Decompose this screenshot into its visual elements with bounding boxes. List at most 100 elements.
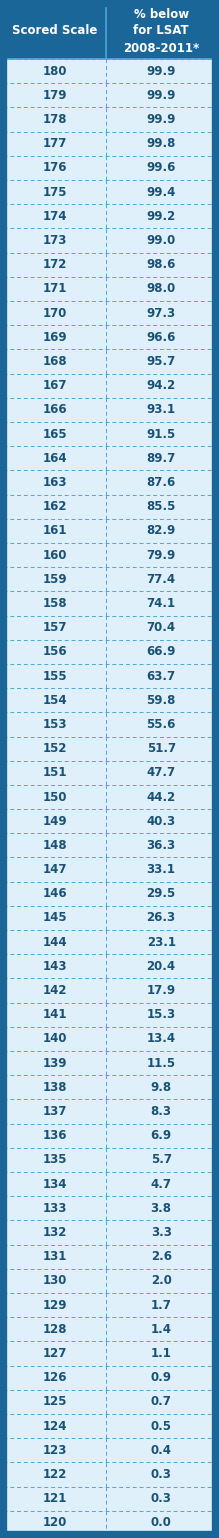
Bar	[3, 712, 216, 737]
Text: 166: 166	[42, 403, 67, 417]
Text: 63.7: 63.7	[147, 669, 176, 683]
Bar	[3, 858, 216, 881]
Text: 144: 144	[42, 935, 67, 949]
Bar	[3, 495, 216, 518]
Text: 47.7: 47.7	[147, 766, 176, 780]
Text: 99.9: 99.9	[147, 89, 176, 102]
Bar	[3, 518, 216, 543]
Text: 15.3: 15.3	[147, 1009, 176, 1021]
Bar	[3, 205, 216, 228]
Bar	[3, 132, 216, 155]
Text: 79.9: 79.9	[147, 549, 176, 561]
Text: 147: 147	[42, 863, 67, 877]
Text: 66.9: 66.9	[147, 646, 176, 658]
Text: 169: 169	[42, 331, 67, 345]
Bar	[3, 1317, 216, 1341]
Text: 138: 138	[42, 1081, 67, 1094]
Bar	[3, 809, 216, 834]
Text: 161: 161	[42, 524, 67, 537]
Text: 176: 176	[42, 161, 67, 174]
Text: 44.2: 44.2	[147, 791, 176, 803]
Text: 85.5: 85.5	[147, 500, 176, 514]
Text: 149: 149	[42, 815, 67, 827]
Bar	[3, 325, 216, 349]
Text: 3.3: 3.3	[151, 1226, 172, 1240]
Bar	[3, 1269, 216, 1293]
Bar	[3, 1100, 216, 1124]
Text: 136: 136	[42, 1129, 67, 1143]
Bar	[3, 687, 216, 712]
Text: 40.3: 40.3	[147, 815, 176, 827]
Text: 146: 146	[42, 887, 67, 900]
Bar	[3, 471, 216, 495]
Bar	[3, 58, 216, 83]
Text: 0.7: 0.7	[151, 1395, 172, 1409]
Text: 96.6: 96.6	[147, 331, 176, 345]
Text: 148: 148	[42, 838, 67, 852]
Text: 6.9: 6.9	[151, 1129, 172, 1143]
Text: 158: 158	[42, 597, 67, 611]
Text: 82.9: 82.9	[147, 524, 176, 537]
Text: 99.4: 99.4	[147, 186, 176, 198]
Bar	[3, 640, 216, 664]
Text: 1.7: 1.7	[151, 1298, 172, 1312]
Text: 99.6: 99.6	[147, 161, 176, 174]
Bar	[3, 1027, 216, 1050]
Bar	[3, 1197, 216, 1221]
Text: 137: 137	[42, 1106, 67, 1118]
Bar	[3, 1124, 216, 1147]
Text: 151: 151	[42, 766, 67, 780]
Text: 2.6: 2.6	[151, 1250, 172, 1263]
Bar	[3, 155, 216, 180]
Bar	[3, 277, 216, 301]
Bar	[3, 1510, 216, 1535]
Bar	[3, 1221, 216, 1244]
Text: 122: 122	[42, 1467, 67, 1481]
Text: 164: 164	[42, 452, 67, 464]
Text: 89.7: 89.7	[147, 452, 176, 464]
Text: 175: 175	[42, 186, 67, 198]
Text: 2.0: 2.0	[151, 1275, 172, 1287]
Text: 93.1: 93.1	[147, 403, 176, 417]
Bar	[3, 978, 216, 1003]
Text: 121: 121	[42, 1492, 67, 1506]
Text: 174: 174	[42, 209, 67, 223]
Text: 98.0: 98.0	[147, 283, 176, 295]
Bar	[3, 784, 216, 809]
Text: % below
for LSAT
2008-2011*: % below for LSAT 2008-2011*	[123, 8, 199, 54]
Text: 98.6: 98.6	[147, 258, 176, 271]
Text: 97.3: 97.3	[147, 306, 176, 320]
Text: 5.7: 5.7	[151, 1154, 172, 1166]
Text: 0.0: 0.0	[151, 1516, 172, 1529]
Text: 150: 150	[42, 791, 67, 803]
Bar	[3, 1244, 216, 1269]
Text: 0.3: 0.3	[151, 1492, 172, 1506]
Text: 173: 173	[42, 234, 67, 248]
Text: 152: 152	[42, 743, 67, 755]
Bar	[3, 568, 216, 591]
Bar	[3, 1413, 216, 1438]
Text: 77.4: 77.4	[147, 572, 176, 586]
Text: 11.5: 11.5	[147, 1057, 176, 1069]
Text: 155: 155	[42, 669, 67, 683]
Bar	[3, 1293, 216, 1317]
Bar	[3, 1438, 216, 1463]
Bar	[3, 1463, 216, 1487]
Text: 99.0: 99.0	[147, 234, 176, 248]
Bar	[3, 881, 216, 906]
Text: 99.8: 99.8	[147, 137, 176, 151]
Bar	[3, 3, 216, 58]
Bar	[3, 1366, 216, 1390]
Text: 26.3: 26.3	[147, 912, 176, 924]
Bar	[3, 108, 216, 132]
Text: 153: 153	[42, 718, 67, 731]
Bar	[3, 834, 216, 858]
Text: 179: 179	[42, 89, 67, 102]
Text: 9.8: 9.8	[151, 1081, 172, 1094]
Text: 160: 160	[42, 549, 67, 561]
Bar	[3, 398, 216, 421]
Bar	[3, 1487, 216, 1510]
Bar	[3, 1341, 216, 1366]
Text: 74.1: 74.1	[147, 597, 176, 611]
Text: 51.7: 51.7	[147, 743, 176, 755]
